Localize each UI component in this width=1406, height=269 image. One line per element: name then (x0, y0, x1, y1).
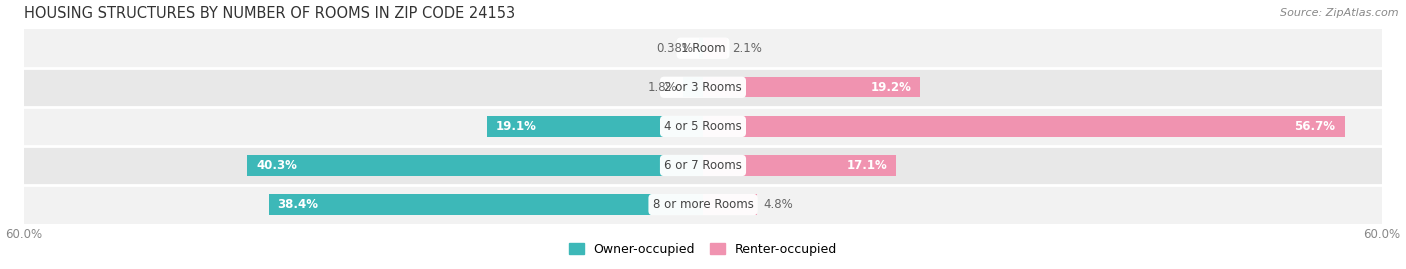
Bar (703, 77, 921, 97)
Text: 19.1%: 19.1% (496, 120, 537, 133)
Bar (703, 155, 897, 176)
Text: 6 or 7 Rooms: 6 or 7 Rooms (664, 159, 742, 172)
Bar (486, 116, 703, 137)
Bar (247, 155, 703, 176)
Bar (699, 38, 703, 58)
Bar (24, 68, 1382, 107)
Bar (24, 29, 1382, 68)
Bar (703, 116, 1344, 137)
Bar (703, 38, 727, 58)
Bar (24, 185, 1382, 224)
Text: 1.8%: 1.8% (647, 81, 676, 94)
Bar (683, 77, 703, 97)
Text: 2.1%: 2.1% (733, 42, 762, 55)
Text: HOUSING STRUCTURES BY NUMBER OF ROOMS IN ZIP CODE 24153: HOUSING STRUCTURES BY NUMBER OF ROOMS IN… (24, 6, 515, 20)
Text: 19.2%: 19.2% (870, 81, 911, 94)
Text: 8 or more Rooms: 8 or more Rooms (652, 198, 754, 211)
Text: 0.38%: 0.38% (657, 42, 693, 55)
Text: Source: ZipAtlas.com: Source: ZipAtlas.com (1281, 8, 1399, 18)
Text: 38.4%: 38.4% (277, 198, 319, 211)
Bar (703, 194, 758, 215)
Legend: Owner-occupied, Renter-occupied: Owner-occupied, Renter-occupied (564, 238, 842, 261)
Bar (24, 107, 1382, 146)
Text: 56.7%: 56.7% (1295, 120, 1336, 133)
Text: 1 Room: 1 Room (681, 42, 725, 55)
Text: 4.8%: 4.8% (763, 198, 793, 211)
Bar (269, 194, 703, 215)
Bar (24, 146, 1382, 185)
Text: 17.1%: 17.1% (846, 159, 887, 172)
Text: 40.3%: 40.3% (256, 159, 297, 172)
Text: 2 or 3 Rooms: 2 or 3 Rooms (664, 81, 742, 94)
Text: 4 or 5 Rooms: 4 or 5 Rooms (664, 120, 742, 133)
